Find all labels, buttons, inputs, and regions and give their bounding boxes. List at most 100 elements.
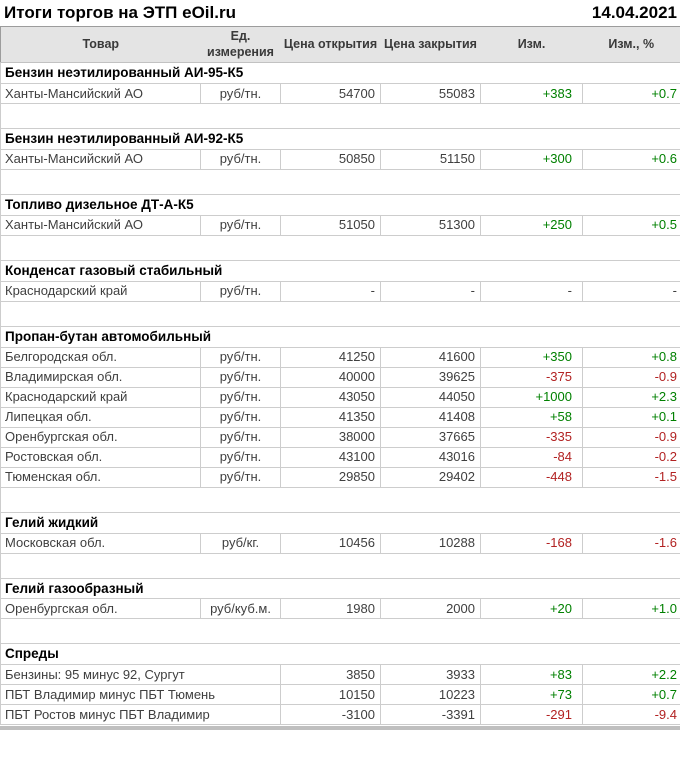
change-pct-cell: +0.5 xyxy=(582,214,680,236)
change-cell: +58 xyxy=(480,406,583,428)
product-cell: Оренбургская обл. xyxy=(0,598,201,620)
section-title-row: Пропан-бутан автомобильный xyxy=(0,325,680,348)
close-price-cell: -3391 xyxy=(380,704,481,726)
close-price-cell: 51300 xyxy=(380,214,481,236)
section-title: Гелий газообразный xyxy=(0,577,680,599)
close-price-cell: 29402 xyxy=(380,466,481,488)
close-price-cell: 41408 xyxy=(380,406,481,428)
product-cell: Ханты-Мансийский АО xyxy=(0,214,201,236)
section-title-row: Топливо дизельное ДТ-А-К5 xyxy=(0,194,680,216)
section-title-row: Гелий газообразный xyxy=(0,577,680,599)
table-row: ПБТ Владимир минус ПБТ Тюмень 10150 1022… xyxy=(0,684,680,706)
section-title: Бензин неэтилированный АИ-95-К5 xyxy=(0,62,680,84)
open-price-cell: 43100 xyxy=(280,446,381,468)
change-pct-cell: +0.1 xyxy=(582,406,680,428)
section-title-row: Конденсат газовый стабильный xyxy=(0,259,680,282)
section-spacer xyxy=(1,553,680,578)
product-cell: Белгородская обл. xyxy=(0,346,201,368)
close-price-cell: 39625 xyxy=(380,366,481,388)
unit-cell: руб/тн. xyxy=(200,346,281,368)
page-date: 14.04.2021 xyxy=(591,3,677,23)
section-title: Гелий жидкий xyxy=(0,511,680,533)
change-pct-cell: -1.6 xyxy=(582,532,680,554)
table-row: ПБТ Ростов минус ПБТ Владимир -3100 -339… xyxy=(0,704,680,726)
table-row: Ханты-Мансийский АО руб/тн. 50850 51150 … xyxy=(0,149,680,170)
column-header-product: Товар xyxy=(0,25,201,64)
open-price-cell: 43050 xyxy=(280,386,381,408)
product-cell: Владимирская обл. xyxy=(0,366,201,388)
unit-cell: руб/тн. xyxy=(200,214,281,236)
column-header-change-pct: Изм., % xyxy=(582,25,680,64)
change-cell: +73 xyxy=(480,684,583,706)
section-spacer xyxy=(1,170,680,195)
close-price-cell: 3933 xyxy=(380,664,481,686)
section-spacer xyxy=(1,619,680,644)
change-pct-cell: +0.7 xyxy=(582,83,680,105)
open-price-cell: 29850 xyxy=(280,466,381,488)
table-row: Тюменская обл. руб/тн. 29850 29402 -448 … xyxy=(0,466,680,488)
table-row: Ханты-Мансийский АО руб/тн. 51050 51300 … xyxy=(0,214,680,236)
open-price-cell: 10456 xyxy=(280,532,381,554)
change-pct-cell: -0.9 xyxy=(582,426,680,448)
table-row: Оренбургская обл. руб/тн. 38000 37665 -3… xyxy=(0,426,680,448)
change-pct-cell: - xyxy=(582,280,680,302)
change-cell: -335 xyxy=(480,426,583,448)
section-title-row: Гелий жидкий xyxy=(0,511,680,533)
page-title: Итоги торгов на ЭТП eOil.ru xyxy=(4,3,236,23)
unit-cell: руб/тн. xyxy=(200,149,281,170)
change-pct-cell: +2.3 xyxy=(582,386,680,408)
section-title: Пропан-бутан автомобильный xyxy=(0,325,680,348)
column-header-change: Изм. xyxy=(480,25,583,64)
unit-cell: руб/тн. xyxy=(200,466,281,488)
change-cell: - xyxy=(480,280,583,302)
bottom-border-bar xyxy=(0,726,680,731)
table-row: Белгородская обл. руб/тн. 41250 41600 +3… xyxy=(0,346,680,368)
close-price-cell: 2000 xyxy=(380,598,481,620)
change-cell: -291 xyxy=(480,704,583,726)
trading-results-table: Товар Ед. измерения Цена открытия Цена з… xyxy=(0,25,680,726)
section-title: Бензин неэтилированный АИ-92-К5 xyxy=(0,128,680,150)
unit-cell: руб/тн. xyxy=(200,386,281,408)
page-header: Итоги торгов на ЭТП eOil.ru 14.04.2021 xyxy=(0,0,680,26)
product-cell: ПБТ Ростов минус ПБТ Владимир xyxy=(0,704,281,726)
open-price-cell: 10150 xyxy=(280,684,381,706)
change-cell: -168 xyxy=(480,532,583,554)
unit-cell: руб/тн. xyxy=(200,446,281,468)
unit-cell: руб/тн. xyxy=(200,426,281,448)
section-title-row: Бензин неэтилированный АИ-95-К5 xyxy=(0,62,680,84)
close-price-cell: 10223 xyxy=(380,684,481,706)
table-row: Краснодарский край руб/тн. - - - - xyxy=(0,280,680,302)
close-price-cell: 10288 xyxy=(380,532,481,554)
change-cell: +300 xyxy=(480,149,583,170)
unit-cell: руб/тн. xyxy=(200,366,281,388)
section-title-row: Спреды xyxy=(0,643,680,665)
open-price-cell: 54700 xyxy=(280,83,381,105)
unit-cell: руб/кг. xyxy=(200,532,281,554)
close-price-cell: 43016 xyxy=(380,446,481,468)
column-header-close-price: Цена закрытия xyxy=(380,25,481,64)
close-price-cell: 55083 xyxy=(380,83,481,105)
product-cell: Ханты-Мансийский АО xyxy=(0,149,201,170)
section-spacer xyxy=(1,104,680,129)
change-cell: +350 xyxy=(480,346,583,368)
product-cell: Ростовская обл. xyxy=(0,446,201,468)
table-row: Ханты-Мансийский АО руб/тн. 54700 55083 … xyxy=(0,83,680,105)
open-price-cell: 51050 xyxy=(280,214,381,236)
change-pct-cell: +2.2 xyxy=(582,664,680,686)
unit-cell: руб/куб.м. xyxy=(200,598,281,620)
section-title-row: Бензин неэтилированный АИ-92-К5 xyxy=(0,128,680,150)
close-price-cell: 44050 xyxy=(380,386,481,408)
product-cell: Липецкая обл. xyxy=(0,406,201,428)
open-price-cell: 41350 xyxy=(280,406,381,428)
unit-cell: руб/тн. xyxy=(200,280,281,302)
product-cell: Бензины: 95 минус 92, Сургут xyxy=(0,664,281,686)
change-cell: +20 xyxy=(480,598,583,620)
open-price-cell: 1980 xyxy=(280,598,381,620)
unit-cell: руб/тн. xyxy=(200,406,281,428)
table-row: Оренбургская обл. руб/куб.м. 1980 2000 +… xyxy=(0,598,680,620)
column-header-unit: Ед. измерения xyxy=(200,25,281,64)
open-price-cell: - xyxy=(280,280,381,302)
change-pct-cell: +0.8 xyxy=(582,346,680,368)
unit-cell: руб/тн. xyxy=(200,83,281,105)
change-pct-cell: -0.2 xyxy=(582,446,680,468)
